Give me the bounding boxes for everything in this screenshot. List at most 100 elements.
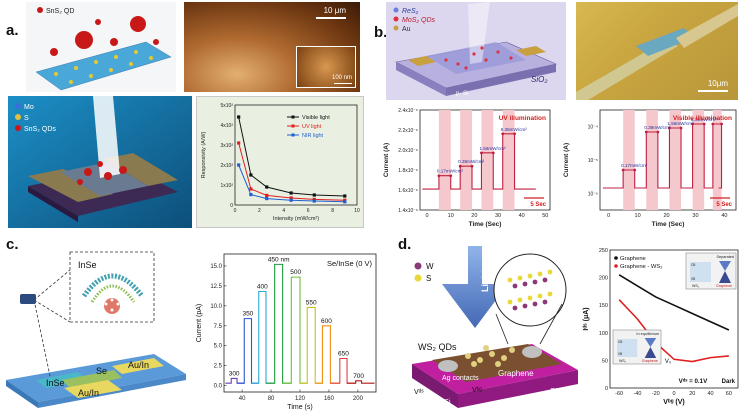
current-trace — [422, 133, 536, 190]
x-tick-label: 60 — [726, 391, 732, 397]
illumination-band — [460, 110, 472, 210]
illumination-band — [692, 110, 705, 210]
y-tick-label: 1.6x10⁻⁶ — [398, 188, 418, 194]
vbg-device-label: Vᵇᵍ — [472, 387, 482, 394]
data-point — [249, 187, 253, 191]
zoom-inse-label: InSe — [78, 260, 97, 270]
data-point — [343, 200, 347, 204]
psi-label: p- Si — [456, 91, 468, 97]
res2-device-illustration: ReS₂ MoS₂ QDs Au SiO₂ p- Si — [386, 2, 566, 100]
y-tick-label: 0 — [605, 386, 608, 392]
x-axis-label: Time (s) — [287, 404, 312, 411]
legend-s-dot-d — [414, 274, 422, 282]
data-point — [458, 164, 462, 168]
intensity-annotation: 6.36mW/cm² — [691, 117, 718, 122]
y-tick-label: 12.5 — [210, 284, 222, 290]
micro-scale-label: 10μm — [707, 79, 728, 88]
x-tick-label: 160 — [324, 396, 335, 402]
intensity-annotation: 1.56mW/cm² — [479, 146, 506, 151]
series-line — [618, 274, 730, 331]
data-point — [633, 168, 637, 172]
inset-equilibrium-title: In equilibrium — [636, 332, 659, 336]
intensity-annotation: 0.17mW/cm² — [621, 163, 648, 168]
light-arrow-icon — [442, 246, 508, 328]
y-tick-label: 2x10² — [220, 163, 233, 169]
x-axis-label: Time (Sec) — [469, 221, 502, 228]
y-tick-label: 1x10² — [220, 183, 233, 189]
y-axis-label: Current (pA) — [196, 304, 203, 343]
illumination-band — [623, 110, 635, 210]
data-point — [711, 122, 715, 126]
legend-marker — [291, 133, 295, 137]
data-point — [249, 193, 253, 197]
se-label: Se — [96, 366, 107, 376]
x-tick-label: 0 — [607, 213, 610, 219]
x-tick-label: 50 — [542, 213, 548, 219]
inset-separated-cone-top — [719, 261, 731, 271]
wavelength-label: 500 — [290, 269, 301, 276]
series-line — [618, 299, 729, 363]
legend-marker — [614, 264, 618, 268]
y-axis-label: Current (A) — [383, 143, 390, 177]
wavelength-label: 650 — [338, 350, 349, 357]
inset-separated-vb: VB — [691, 277, 695, 281]
x-tick-label: 80 — [268, 396, 275, 402]
data-point — [237, 115, 241, 119]
y-tick-label: 0.0 — [214, 384, 223, 390]
illumination-band — [502, 110, 515, 210]
data-point — [720, 122, 723, 126]
x-axis-label: Intensity (mW/cm²) — [273, 216, 319, 222]
x-tick-label: 30 — [692, 213, 698, 219]
ws2-crystal-zoom — [493, 253, 567, 327]
illumination-band — [646, 110, 658, 210]
legend-res2-dot — [393, 7, 399, 13]
legend-marker — [614, 256, 618, 260]
data-point — [343, 194, 347, 198]
y-tick-label: 10⁻⁶ — [588, 191, 598, 197]
x-tick-label: 10 — [635, 213, 641, 219]
wavelength-label: 600 — [321, 318, 332, 325]
data-point — [513, 132, 516, 136]
light-source-icon — [20, 294, 36, 304]
data-point — [265, 197, 269, 201]
x-tick-label: 0 — [672, 391, 675, 397]
legend-mo-dot — [15, 103, 21, 109]
data-point — [237, 163, 241, 167]
y-tick-label: 7.5 — [214, 324, 223, 330]
vds-label: Vᵈˢ — [414, 389, 424, 396]
optical-micrograph: 10μm — [576, 2, 738, 100]
data-point — [265, 193, 269, 197]
inset-separated-ws2-block — [690, 262, 711, 282]
visible-current-chart: 0.17mW/cm² 0.39mW/cm²1.56mW/cm²6.36mW/cm²… — [563, 109, 737, 228]
legend-w-dot — [414, 262, 422, 270]
y-tick-label: 10⁻⁵ — [588, 158, 598, 164]
inset-equilibrium-graphene: Graphene — [642, 359, 658, 363]
data-point — [289, 196, 293, 200]
x-axis-label: Vᵇᵍ (V) — [663, 399, 684, 406]
x-tick-label: 10 — [354, 208, 360, 214]
data-point — [437, 174, 441, 178]
chart-title: Visible illumination — [673, 115, 732, 122]
ws2-qds-label: WS₂ QDs — [418, 342, 457, 352]
data-point — [702, 122, 706, 126]
legend-qds-label: SnS₂ QDs — [24, 126, 56, 133]
data-point — [312, 193, 316, 197]
x-tick-label: 8 — [331, 208, 334, 214]
data-point — [480, 151, 483, 155]
x-tick-label: 40 — [708, 391, 714, 397]
legend-au-dot — [393, 25, 399, 31]
x-tick-label: 20 — [663, 213, 669, 219]
legend-au-label: Au — [402, 26, 411, 33]
panel-label-d: d. — [398, 236, 412, 253]
y-tick-label: 150 — [599, 303, 608, 309]
illumination-band — [481, 110, 494, 210]
time-scale-label: 5 Sec — [716, 202, 732, 208]
x-tick-label: 200 — [353, 396, 364, 402]
inset-separated-graphene: Graphene — [716, 284, 732, 288]
data-point — [249, 173, 253, 177]
data-point — [501, 132, 505, 136]
qd-legend-label: SnS₂ QD — [46, 8, 74, 15]
y-tick-label: 10.0 — [210, 304, 222, 310]
graphene-label: Graphene — [498, 369, 534, 378]
inset-equilibrium-cone-bot — [644, 347, 657, 358]
